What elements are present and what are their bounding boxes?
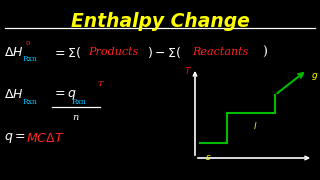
Text: $\Delta H$: $\Delta H$ xyxy=(4,46,24,58)
Text: $q =$: $q =$ xyxy=(4,131,26,145)
Text: s: s xyxy=(206,153,210,162)
Text: Products: Products xyxy=(88,47,138,57)
Text: ): ) xyxy=(262,46,267,58)
Text: $MC\Delta T$: $MC\Delta T$ xyxy=(26,132,65,145)
Text: g: g xyxy=(312,71,318,80)
Text: Reactants: Reactants xyxy=(192,47,248,57)
Text: $\Delta H$: $\Delta H$ xyxy=(4,89,24,102)
Text: Enthalpy Change: Enthalpy Change xyxy=(71,12,249,31)
Text: $=\Sigma($: $=\Sigma($ xyxy=(52,44,81,60)
Text: l: l xyxy=(254,122,256,131)
Text: $)-\Sigma($: $)-\Sigma($ xyxy=(147,44,181,60)
Text: Rxn: Rxn xyxy=(23,55,38,63)
Text: n: n xyxy=(72,112,78,122)
Text: Rxn: Rxn xyxy=(23,98,38,106)
Text: $= q$: $= q$ xyxy=(52,88,77,102)
Text: o: o xyxy=(26,39,30,47)
Text: T: T xyxy=(98,80,104,88)
Text: T: T xyxy=(185,68,190,76)
Text: Rxn: Rxn xyxy=(72,98,87,106)
